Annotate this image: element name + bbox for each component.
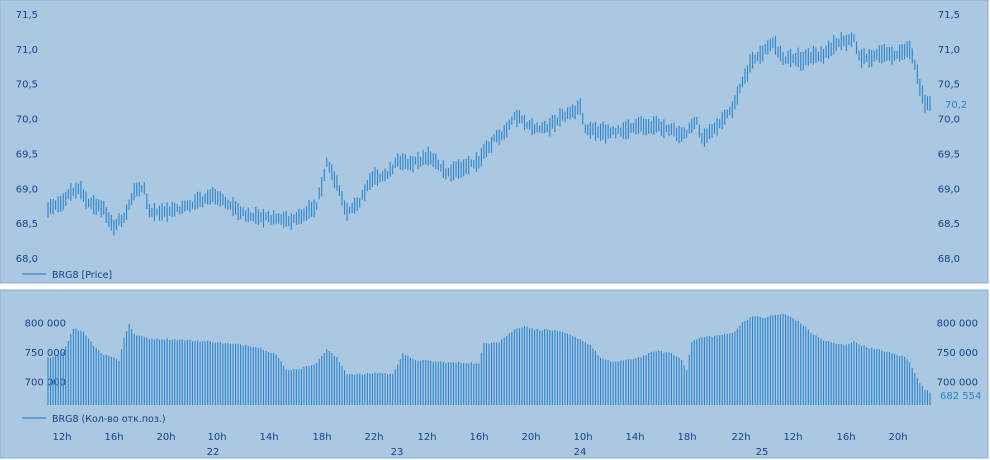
y-tick-label: 71,0	[16, 45, 38, 56]
x-day-label: 23	[391, 447, 404, 458]
y-tick-label: 70,0	[938, 115, 960, 126]
volume-bars	[47, 313, 931, 405]
price-bars	[47, 31, 931, 236]
x-hour-label: 20h	[156, 432, 175, 443]
price-last-value-label: 70,2	[945, 100, 967, 111]
x-hour-label: 12h	[52, 432, 71, 443]
volume-last-value-label: 682 554	[940, 391, 981, 402]
x-axis-hour-labels: 12h 16h 20h 10h 14h 18h 22h 12h 16h 20h 10h 14h 18h 2…	[52, 432, 907, 443]
price-left-axis: 71,5 71,0 70,5 70,0 69,5 69,0 68,5 68,0	[16, 10, 38, 265]
x-hour-label: 16h	[469, 432, 488, 443]
x-axis-day-labels: 22 23 24 25	[207, 447, 769, 458]
y-tick-label: 71,0	[938, 45, 960, 56]
x-day-label: 22	[207, 447, 220, 458]
x-hour-label: 14h	[259, 432, 278, 443]
y-tick-label: 70,5	[16, 80, 38, 91]
y-tick-label: 750 000	[25, 348, 66, 359]
volume-legend: BRG8 (Кол-во отк.поз.)	[22, 414, 166, 425]
y-tick-label: 68,0	[938, 254, 960, 265]
legend-label: BRG8 [Price]	[52, 270, 112, 281]
y-tick-label: 68,5	[16, 219, 38, 230]
y-tick-label: 71,5	[938, 10, 960, 21]
x-hour-label: 20h	[888, 432, 907, 443]
x-hour-label: 10h	[573, 432, 592, 443]
y-tick-label: 800 000	[25, 319, 66, 330]
y-tick-label: 70,0	[16, 115, 38, 126]
legend-label: BRG8 (Кол-во отк.поз.)	[52, 414, 166, 425]
y-tick-label: 69,0	[938, 184, 960, 195]
y-tick-label: 69,5	[938, 149, 960, 160]
x-hour-label: 16h	[836, 432, 855, 443]
y-tick-label: 68,0	[16, 254, 38, 265]
x-hour-label: 14h	[625, 432, 644, 443]
y-tick-label: 800 000	[937, 319, 978, 330]
price-right-axis: 71,5 71,0 70,5 70,0 69,5 69,0 68,5 68,0	[938, 10, 960, 265]
volume-right-axis: 800 000 750 000 700 000	[937, 319, 978, 389]
y-tick-label: 700 000	[937, 377, 978, 388]
x-hour-label: 10h	[207, 432, 226, 443]
x-hour-label: 22h	[731, 432, 750, 443]
x-day-label: 25	[756, 447, 769, 458]
y-tick-label: 70,5	[938, 80, 960, 91]
x-hour-label: 12h	[783, 432, 802, 443]
volume-left-axis: 800 000 750 000 700 000	[25, 319, 66, 389]
x-hour-label: 12h	[417, 432, 436, 443]
y-tick-label: 700 000	[25, 377, 66, 388]
y-tick-label: 68,5	[938, 219, 960, 230]
y-tick-label: 750 000	[937, 348, 978, 359]
x-hour-label: 18h	[312, 432, 331, 443]
x-hour-label: 18h	[677, 432, 696, 443]
x-hour-label: 20h	[521, 432, 540, 443]
x-day-label: 24	[574, 447, 587, 458]
y-tick-label: 69,0	[16, 184, 38, 195]
y-tick-label: 69,5	[16, 149, 38, 160]
x-hour-label: 22h	[364, 432, 383, 443]
x-hour-label: 16h	[104, 432, 123, 443]
y-tick-label: 71,5	[16, 10, 38, 21]
price-legend: BRG8 [Price]	[22, 270, 112, 281]
